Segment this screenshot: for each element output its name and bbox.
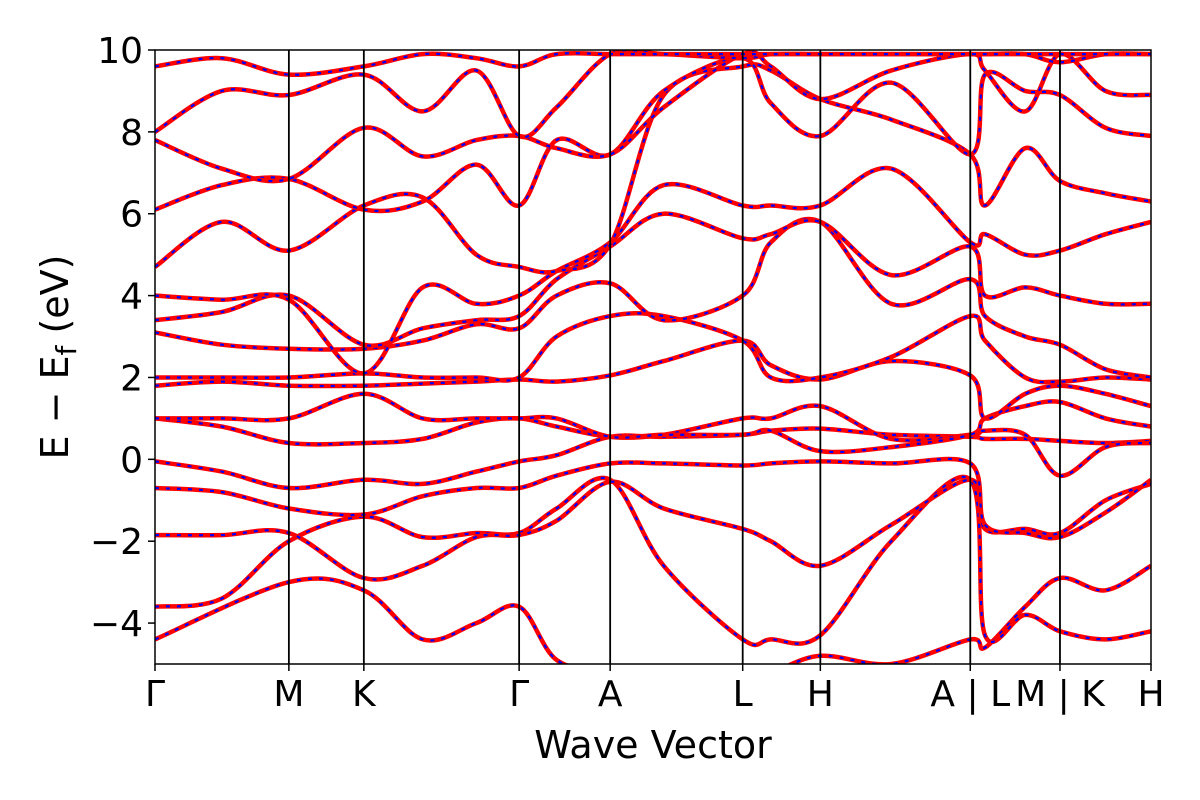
x-tick-label: Γ <box>145 674 165 715</box>
y-tick-label: −4 <box>90 604 143 645</box>
x-tick-label: M <box>273 674 304 715</box>
x-tick-label: H <box>807 674 834 715</box>
y-tick-label: 0 <box>120 440 143 481</box>
y-tick-label: 8 <box>120 113 143 154</box>
x-tick-label: K <box>352 674 377 715</box>
y-tick-label: 4 <box>120 277 143 318</box>
x-tick-label: M | K <box>1015 674 1106 715</box>
plot-background <box>155 50 1151 664</box>
high-symmetry-lines <box>287 50 1061 664</box>
y-tick-label: 2 <box>120 358 143 399</box>
band-2-overlay-line <box>155 475 1151 647</box>
y-axis-label: E − Ef (eV) <box>33 255 83 460</box>
y-tick-label: −2 <box>90 522 143 563</box>
x-tick-label: Γ <box>509 674 529 715</box>
x-axis-label: Wave Vector <box>534 723 772 767</box>
x-tick-label: A <box>598 674 623 715</box>
y-axis-label-unit: (eV) <box>33 255 77 346</box>
y-ticks: −4 −2 0 2 4 6 8 10 <box>90 31 155 645</box>
band-14-reference-line <box>155 55 1151 214</box>
x-tick-label: A | L <box>930 674 1010 715</box>
band-1-overlay-line <box>155 564 1151 664</box>
plot-frame <box>154 49 1152 665</box>
y-axis-label-main: E − E <box>33 355 77 459</box>
y-tick-label: 10 <box>97 31 143 72</box>
y-axis-label-sub: f <box>50 344 83 355</box>
x-tick-label: L <box>733 674 753 715</box>
x-tick-label: H <box>1137 674 1164 715</box>
y-tick-label: 6 <box>120 195 143 236</box>
band-9-overlay-line <box>155 312 1151 384</box>
